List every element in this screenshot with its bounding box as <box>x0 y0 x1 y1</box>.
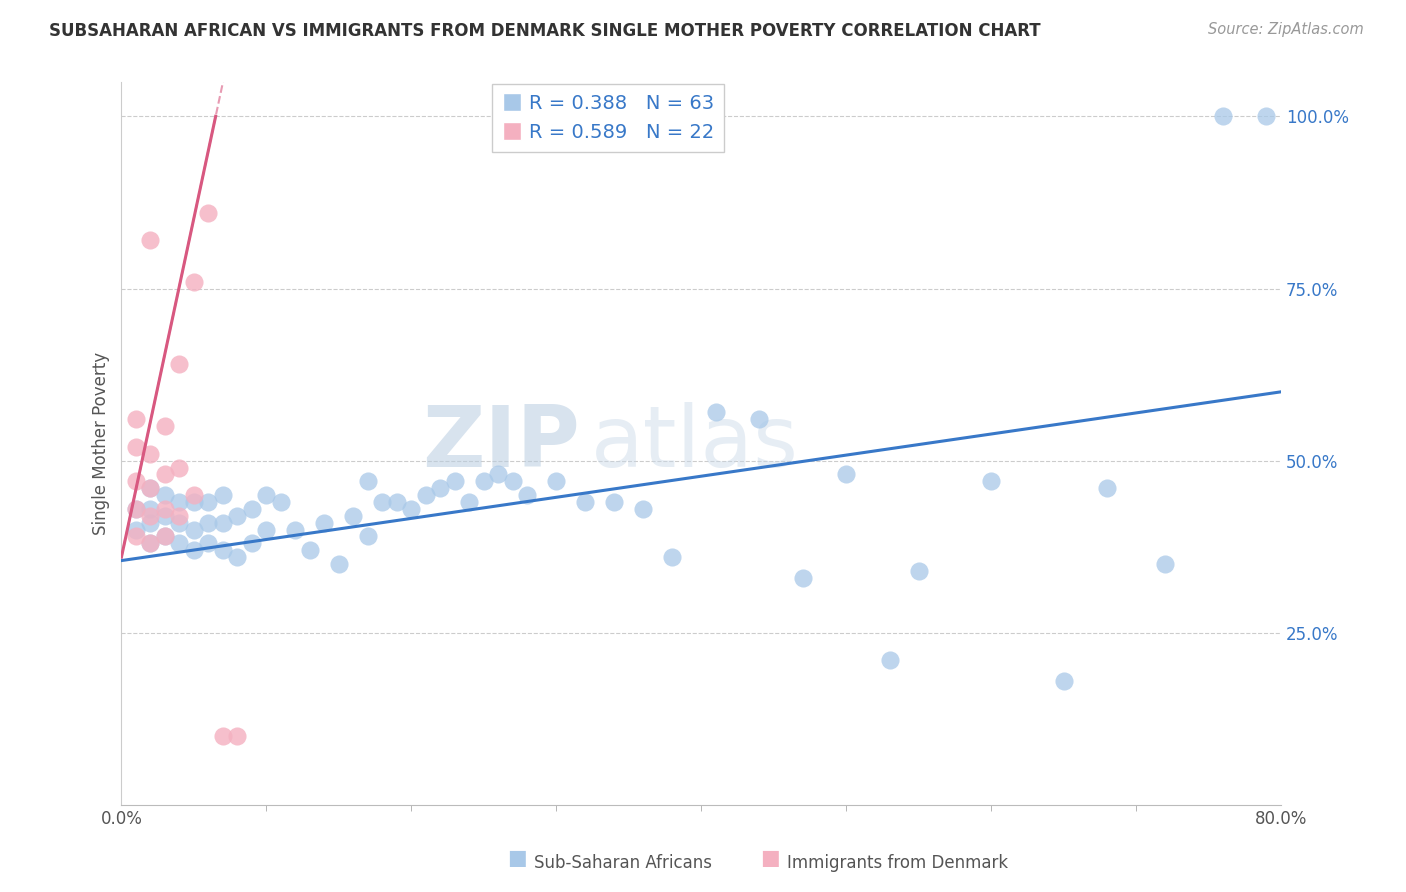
Point <box>212 516 235 530</box>
Point <box>546 475 568 489</box>
Point <box>125 475 148 489</box>
Point <box>139 447 162 461</box>
Point <box>603 495 626 509</box>
Point <box>169 460 191 475</box>
Point <box>153 488 176 502</box>
Point <box>1256 109 1278 123</box>
Point <box>357 475 380 489</box>
Point <box>169 516 191 530</box>
Point <box>357 529 380 543</box>
Point <box>792 571 814 585</box>
Point <box>1212 109 1234 123</box>
Point <box>314 516 336 530</box>
Point <box>153 529 176 543</box>
Point <box>254 523 277 537</box>
Point <box>907 564 929 578</box>
Point <box>1154 557 1177 571</box>
Point <box>153 508 176 523</box>
Point <box>429 481 451 495</box>
Point <box>139 233 162 247</box>
Text: Sub-Saharan Africans: Sub-Saharan Africans <box>534 855 713 872</box>
Point <box>139 481 162 495</box>
Point <box>502 475 524 489</box>
Point <box>284 523 307 537</box>
Point <box>661 550 683 565</box>
Point <box>328 557 350 571</box>
Point <box>486 467 509 482</box>
Text: atlas: atlas <box>591 402 799 485</box>
Point <box>197 536 219 550</box>
Point <box>1095 481 1118 495</box>
Point <box>125 529 148 543</box>
Text: Immigrants from Denmark: Immigrants from Denmark <box>787 855 1008 872</box>
Point <box>183 275 205 289</box>
Point <box>516 488 538 502</box>
Point <box>125 502 148 516</box>
Point <box>169 536 191 550</box>
Point <box>183 495 205 509</box>
Text: Source: ZipAtlas.com: Source: ZipAtlas.com <box>1208 22 1364 37</box>
Point <box>980 475 1002 489</box>
Point <box>197 206 219 220</box>
Point <box>139 536 162 550</box>
Point <box>254 488 277 502</box>
Point <box>342 508 364 523</box>
Point <box>879 653 901 667</box>
Text: SUBSAHARAN AFRICAN VS IMMIGRANTS FROM DENMARK SINGLE MOTHER POVERTY CORRELATION : SUBSAHARAN AFRICAN VS IMMIGRANTS FROM DE… <box>49 22 1040 40</box>
Point <box>835 467 858 482</box>
Point <box>153 502 176 516</box>
Point <box>415 488 437 502</box>
Point <box>169 357 191 371</box>
Point <box>139 536 162 550</box>
Point <box>139 516 162 530</box>
Point <box>139 508 162 523</box>
Text: ■: ■ <box>508 848 527 868</box>
Point <box>153 419 176 434</box>
Point <box>183 543 205 558</box>
Point <box>472 475 495 489</box>
Point <box>226 729 249 743</box>
Point <box>298 543 321 558</box>
Point <box>139 481 162 495</box>
Point <box>240 502 263 516</box>
Point <box>401 502 423 516</box>
Point <box>240 536 263 550</box>
Point <box>270 495 292 509</box>
Point <box>153 467 176 482</box>
Point <box>125 412 148 426</box>
Point <box>212 543 235 558</box>
Text: ■: ■ <box>761 848 780 868</box>
Point <box>631 502 654 516</box>
Point <box>139 502 162 516</box>
Point <box>212 729 235 743</box>
Text: ZIP: ZIP <box>422 402 579 485</box>
Point <box>125 523 148 537</box>
Point <box>197 516 219 530</box>
Point <box>125 440 148 454</box>
Point <box>371 495 394 509</box>
Point <box>1052 674 1074 689</box>
Point <box>458 495 481 509</box>
Point <box>704 405 727 419</box>
Point <box>153 529 176 543</box>
Point <box>183 488 205 502</box>
Legend: R = 0.388   N = 63, R = 0.589   N = 22: R = 0.388 N = 63, R = 0.589 N = 22 <box>492 85 724 152</box>
Y-axis label: Single Mother Poverty: Single Mother Poverty <box>93 352 110 535</box>
Point <box>226 550 249 565</box>
Point <box>169 508 191 523</box>
Point <box>169 495 191 509</box>
Point <box>212 488 235 502</box>
Point <box>197 495 219 509</box>
Point <box>443 475 465 489</box>
Point <box>574 495 596 509</box>
Point <box>125 502 148 516</box>
Point <box>183 523 205 537</box>
Point <box>748 412 770 426</box>
Point <box>226 508 249 523</box>
Point <box>385 495 408 509</box>
